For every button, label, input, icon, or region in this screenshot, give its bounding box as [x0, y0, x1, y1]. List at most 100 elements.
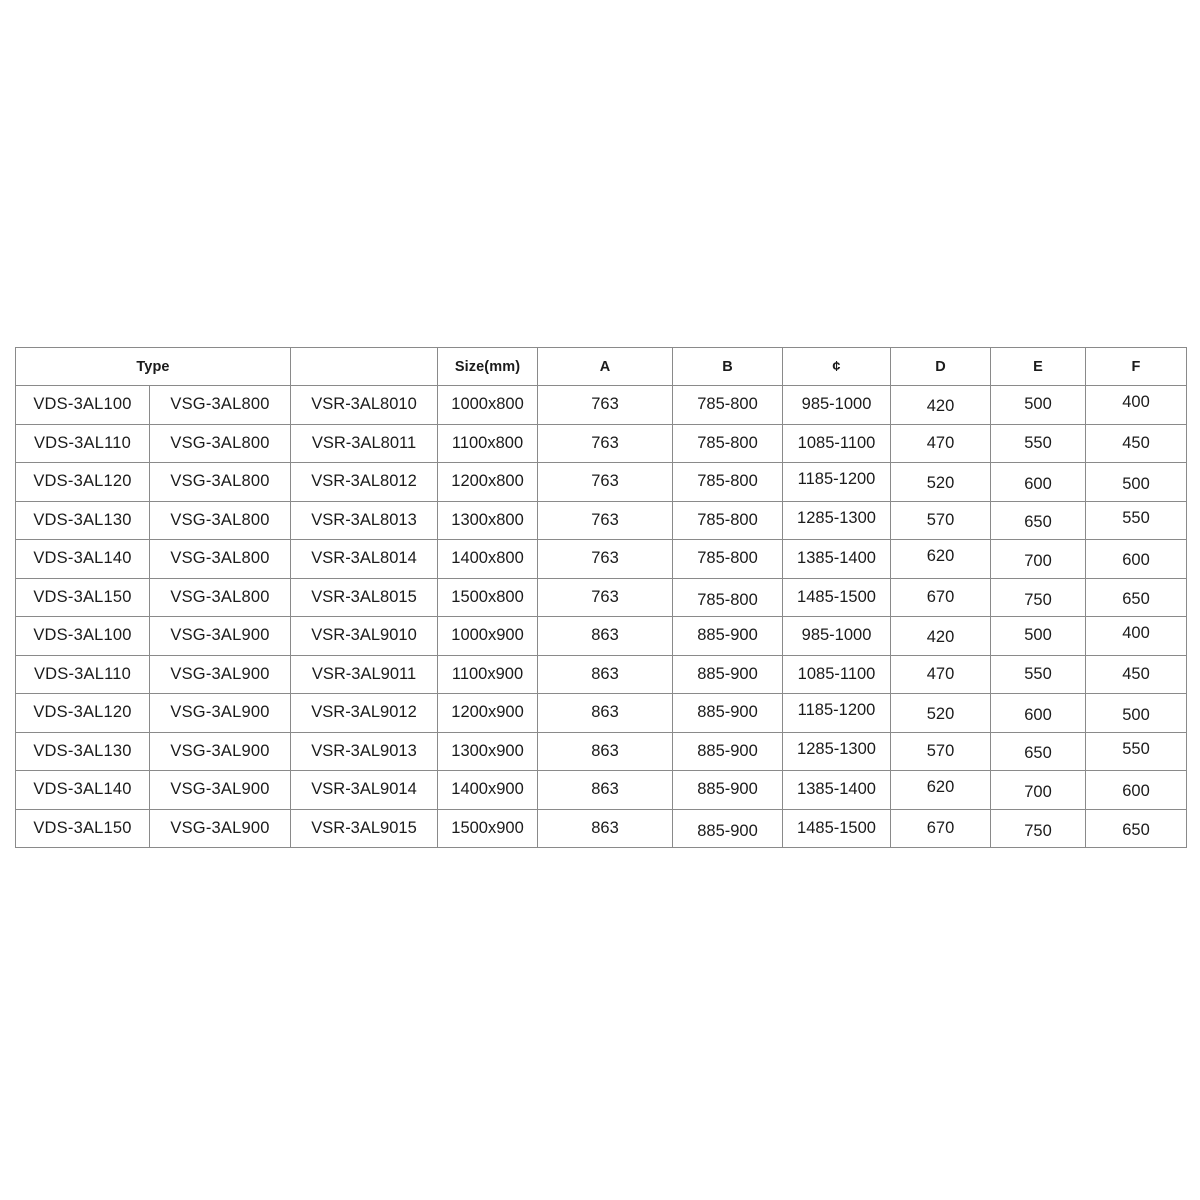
table-row: VDS-3AL130 VSG-3AL800 VSR-3AL8013 1300x800 7…: [15, 500, 1188, 540]
cell-dimension-c-value: 1185-1200: [797, 470, 876, 489]
cell-dimension-c-value: 1085-1100: [797, 664, 876, 683]
cell-dimension-b-value: 885-900: [697, 664, 758, 683]
cell-dimension-a-value: 863: [591, 664, 619, 683]
cell-dimension-a: 763: [537, 539, 674, 579]
cell-dimension-b: 785-800: [672, 539, 784, 579]
cell-model-primary-value: VDS-3AL100: [33, 395, 132, 414]
column-header-type: Type: [14, 347, 292, 386]
cell-dimension-e: 650: [990, 500, 1087, 540]
cell-dimension-f-value: 450: [1122, 664, 1150, 683]
cell-size-value: 1300x800: [451, 510, 524, 529]
cell-dimension-b-value: 785-800: [697, 549, 758, 568]
cell-dimension-d: 520: [890, 462, 992, 502]
cell-dimension-e-value: 600: [1024, 706, 1052, 725]
cell-product-code: VSR-3AL8013: [290, 500, 439, 540]
cell-dimension-e-value: 600: [1024, 475, 1052, 494]
cell-dimension-b: 885-900: [672, 693, 784, 733]
cell-size: 1300x800: [437, 500, 539, 540]
table-row: VDS-3AL150 VSG-3AL900 VSR-3AL9015 1500x900 8…: [15, 808, 1188, 848]
cell-model-secondary: VSG-3AL900: [148, 770, 292, 810]
cell-dimension-f: 550: [1085, 731, 1188, 771]
cell-model-secondary: VSG-3AL800: [148, 385, 292, 425]
cell-dimension-a: 763: [537, 500, 674, 540]
cell-dimension-e: 750: [990, 577, 1087, 617]
cell-product-code: VSR-3AL9012: [290, 693, 439, 733]
cell-product-code: VSR-3AL8011: [290, 423, 439, 463]
cell-dimension-e: 500: [990, 616, 1087, 656]
cell-dimension-f: 400: [1085, 616, 1188, 656]
cell-model-secondary: VSG-3AL800: [148, 500, 292, 540]
cell-size: 1300x900: [437, 731, 539, 771]
cell-dimension-a-value: 763: [591, 510, 619, 529]
cell-size-value: 1500x800: [451, 587, 524, 606]
cell-dimension-b-value: 885-900: [697, 780, 758, 799]
column-header-a: A: [537, 347, 674, 386]
cell-dimension-a: 863: [537, 731, 674, 771]
cell-dimension-c-value: 1085-1100: [797, 433, 876, 452]
cell-model-secondary-value: VSG-3AL800: [170, 472, 270, 491]
column-header-f: F: [1085, 347, 1188, 386]
cell-product-code: VSR-3AL9015: [290, 808, 439, 848]
table-body: VDS-3AL100 VSG-3AL800 VSR-3AL8010 1000x800 7…: [15, 385, 1188, 848]
cell-dimension-c: 1085-1100: [782, 654, 892, 694]
cell-model-secondary: VSG-3AL900: [148, 731, 292, 771]
cell-dimension-d: 470: [890, 654, 992, 694]
cell-dimension-a-value: 763: [591, 587, 619, 606]
cell-dimension-c-value: 1385-1400: [797, 549, 876, 568]
cell-dimension-b-value: 885-900: [697, 703, 758, 722]
cell-model-primary: VDS-3AL110: [15, 654, 150, 694]
cell-model-primary-value: VDS-3AL100: [33, 626, 132, 645]
cell-size: 1500x900: [437, 808, 539, 848]
cell-dimension-a: 863: [537, 808, 674, 848]
cell-dimension-a-value: 763: [591, 433, 619, 452]
cell-dimension-e: 600: [990, 693, 1087, 733]
cell-model-primary: VDS-3AL130: [15, 500, 150, 540]
cell-dimension-f-value: 600: [1122, 782, 1150, 801]
cell-dimension-f-value: 550: [1122, 508, 1150, 527]
cell-dimension-c-value: 985-1000: [801, 395, 872, 414]
cell-dimension-d-value: 520: [926, 705, 955, 724]
cell-model-secondary: VSG-3AL800: [148, 462, 292, 502]
cell-dimension-c: 1085-1100: [782, 423, 892, 463]
cell-model-primary-value: VDS-3AL140: [33, 549, 132, 568]
cell-model-primary: VDS-3AL130: [15, 731, 150, 771]
cell-size: 1100x900: [437, 654, 539, 694]
cell-dimension-a-value: 863: [591, 703, 619, 722]
cell-dimension-b-value: 785-800: [697, 395, 758, 414]
cell-model-primary-value: VDS-3AL140: [33, 780, 132, 799]
cell-dimension-c: 1485-1500: [782, 577, 892, 617]
cell-model-primary: VDS-3AL110: [15, 423, 150, 463]
cell-dimension-d: 520: [890, 693, 992, 733]
cell-dimension-d: 670: [890, 577, 992, 617]
cell-dimension-d-value: 570: [926, 510, 955, 529]
cell-dimension-a-value: 863: [591, 741, 619, 760]
cell-dimension-a: 763: [537, 423, 674, 463]
cell-model-secondary: VSG-3AL800: [148, 539, 292, 579]
cell-model-primary: VDS-3AL140: [15, 770, 150, 810]
cell-model-primary: VDS-3AL150: [15, 808, 150, 848]
cell-dimension-c-value: 985-1000: [801, 626, 872, 645]
cell-dimension-b: 785-800: [672, 500, 784, 540]
cell-dimension-c: 1285-1300: [782, 500, 892, 540]
cell-dimension-a: 863: [537, 693, 674, 733]
cell-dimension-c: 1485-1500: [782, 808, 892, 848]
cell-dimension-e: 750: [990, 808, 1087, 848]
cell-dimension-a-value: 763: [591, 472, 619, 491]
cell-dimension-f: 600: [1085, 770, 1188, 810]
cell-dimension-f-value: 500: [1122, 706, 1150, 725]
cell-dimension-a: 863: [537, 770, 674, 810]
cell-dimension-e: 650: [990, 731, 1087, 771]
cell-dimension-d-value: 670: [926, 818, 955, 837]
cell-model-secondary: VSG-3AL900: [148, 616, 292, 656]
cell-size-value: 1100x800: [451, 433, 524, 452]
cell-dimension-b: 785-800: [672, 385, 784, 425]
cell-dimension-d-value: 620: [926, 778, 955, 797]
column-header-c: ¢: [782, 347, 892, 386]
cell-model-secondary: VSG-3AL900: [148, 693, 292, 733]
specification-table-container: Type Size(mm) A B ¢ D E F VDS-3AL100 VSG-…: [14, 347, 1188, 848]
cell-dimension-e: 600: [990, 462, 1087, 502]
cell-model-primary-value: VDS-3AL120: [33, 703, 132, 722]
cell-dimension-a: 763: [537, 462, 674, 502]
cell-dimension-f-value: 600: [1122, 551, 1150, 570]
cell-dimension-d-value: 420: [926, 628, 955, 647]
